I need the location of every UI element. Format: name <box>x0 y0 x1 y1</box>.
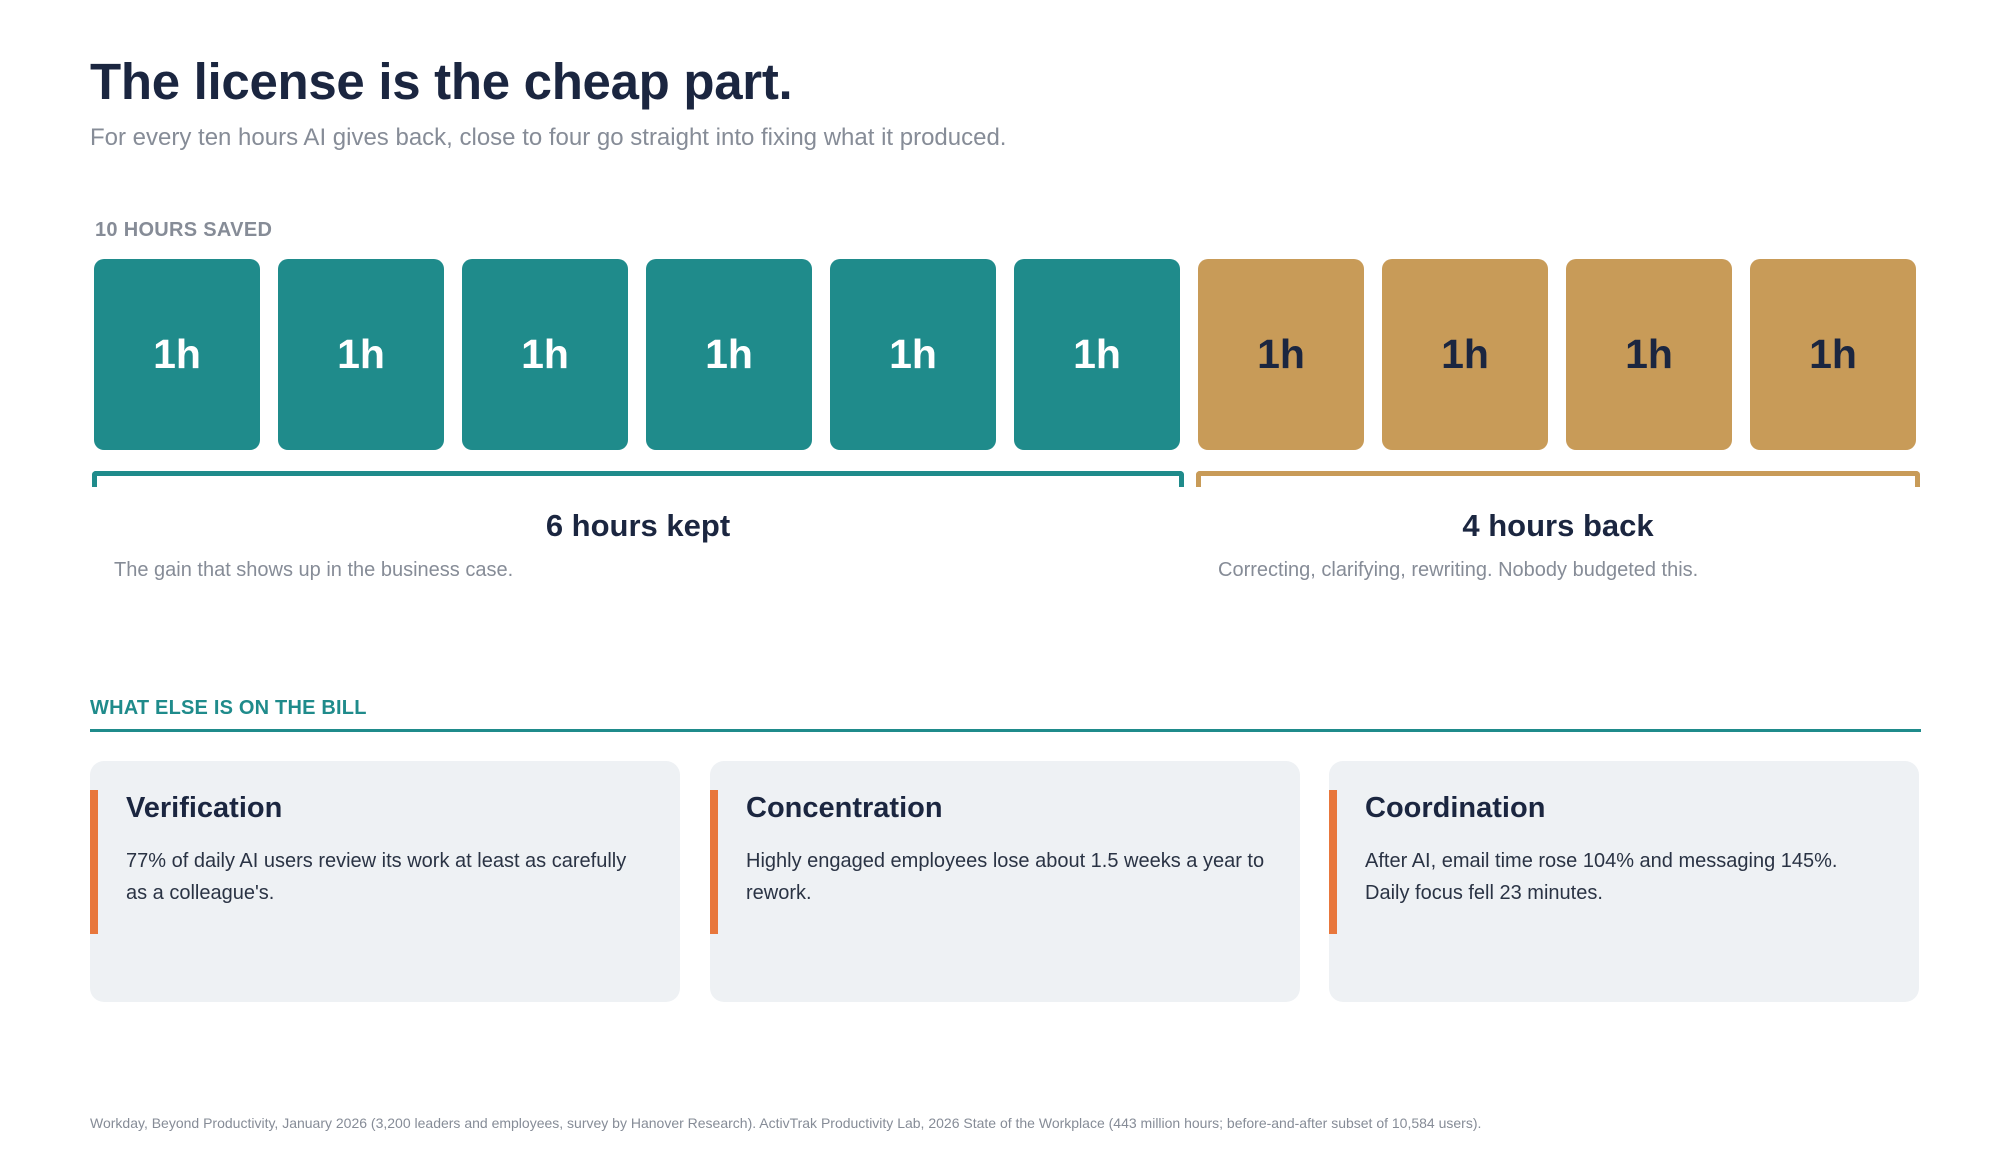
hour-block-back: 1h <box>1750 259 1916 450</box>
bill-card-verification: Verification 77% of daily AI users revie… <box>90 761 680 1002</box>
page-title: The license is the cheap part. <box>90 53 793 110</box>
card-title: Coordination <box>1365 792 1546 824</box>
hour-block-kept: 1h <box>1014 259 1180 450</box>
back-bracket <box>1196 471 1920 487</box>
hours-saved-label: 10 HOURS SAVED <box>95 219 273 241</box>
card-accent-bar <box>710 790 718 934</box>
hour-block-kept: 1h <box>830 259 996 450</box>
card-body: Highly engaged employees lose about 1.5 … <box>746 850 1265 904</box>
kept-title: 6 hours kept <box>545 508 731 543</box>
section-divider <box>90 729 1921 732</box>
hour-block-kept: 1h <box>278 259 444 450</box>
hour-blocks: 1h 1h 1h 1h 1h 1h 1h 1h 1h 1h <box>94 259 1918 450</box>
hour-block-back: 1h <box>1566 259 1732 450</box>
card-accent-bar <box>1329 790 1337 934</box>
hour-block-back: 1h <box>1382 259 1548 450</box>
hour-block-kept: 1h <box>94 259 260 450</box>
bill-section-heading: WHAT ELSE IS ON THE BILL <box>90 697 367 719</box>
bill-card-concentration: Concentration Highly engaged employees l… <box>710 761 1300 1002</box>
card-title: Verification <box>126 792 283 824</box>
hour-block-kept: 1h <box>462 259 628 450</box>
page-subtitle: For every ten hours AI gives back, close… <box>90 124 1007 151</box>
hour-block-kept: 1h <box>646 259 812 450</box>
bill-card-coordination: Coordination After AI, email time rose 1… <box>1329 761 1919 1002</box>
card-body: 77% of daily AI users review its work at… <box>126 850 627 904</box>
source-footnote: Workday, Beyond Productivity, January 20… <box>90 1115 1482 1131</box>
hour-block-back: 1h <box>1198 259 1364 450</box>
card-title: Concentration <box>746 792 943 824</box>
card-accent-bar <box>90 790 98 934</box>
kept-description: The gain that shows up in the business c… <box>114 559 514 581</box>
back-description: Correcting, clarifying, rewriting. Nobod… <box>1218 559 1699 581</box>
card-body: After AI, email time rose 104% and messa… <box>1365 850 1838 904</box>
back-title: 4 hours back <box>1462 508 1654 543</box>
kept-bracket <box>92 471 1184 487</box>
